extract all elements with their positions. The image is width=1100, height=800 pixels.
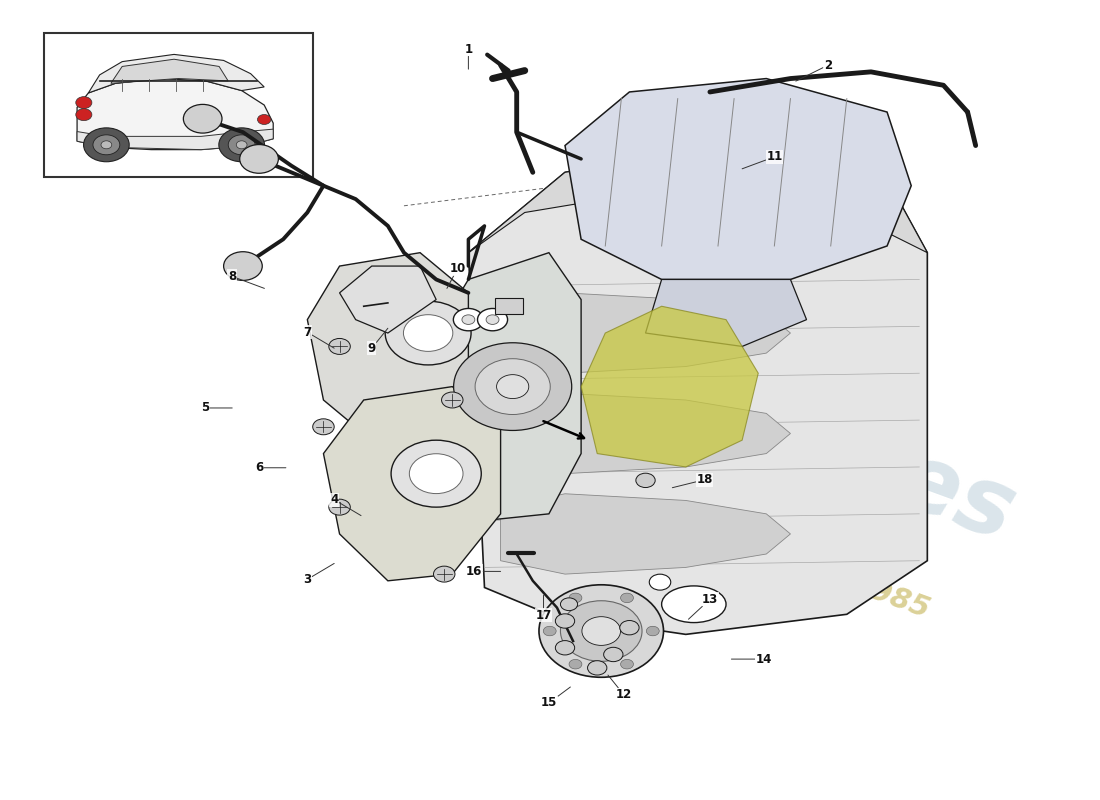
Polygon shape (500, 494, 791, 574)
Text: a passion for excellence 1985: a passion for excellence 1985 (465, 431, 933, 624)
Text: 18: 18 (672, 474, 713, 488)
Text: 4: 4 (330, 493, 361, 515)
Circle shape (462, 315, 475, 325)
Circle shape (620, 659, 634, 669)
Circle shape (569, 659, 582, 669)
Text: 15: 15 (541, 687, 571, 710)
Circle shape (223, 252, 262, 281)
Polygon shape (646, 279, 806, 346)
Text: 11: 11 (742, 150, 782, 169)
Circle shape (441, 392, 463, 408)
Polygon shape (565, 78, 911, 279)
Circle shape (556, 614, 574, 628)
Text: 14: 14 (732, 653, 772, 666)
Polygon shape (323, 386, 500, 581)
Polygon shape (340, 266, 437, 333)
Circle shape (453, 309, 483, 331)
Text: 7: 7 (304, 326, 334, 348)
Circle shape (543, 626, 557, 636)
Polygon shape (77, 129, 273, 150)
Text: 10: 10 (447, 262, 465, 288)
Circle shape (240, 145, 278, 174)
Circle shape (76, 97, 92, 109)
Polygon shape (469, 146, 927, 253)
Circle shape (409, 454, 463, 494)
Polygon shape (581, 306, 758, 467)
Ellipse shape (661, 586, 726, 622)
Text: 1: 1 (464, 42, 472, 69)
Circle shape (94, 135, 120, 154)
Circle shape (636, 473, 656, 487)
Circle shape (604, 647, 623, 662)
Bar (44, 34, 312, 177)
Polygon shape (500, 394, 791, 474)
Circle shape (560, 598, 578, 610)
Circle shape (587, 661, 607, 675)
Text: 9: 9 (367, 328, 388, 354)
Circle shape (329, 338, 350, 354)
Polygon shape (500, 293, 791, 374)
Circle shape (404, 314, 453, 351)
Circle shape (257, 114, 271, 125)
Polygon shape (428, 253, 581, 521)
Polygon shape (307, 253, 469, 440)
Text: eurospares: eurospares (434, 270, 1027, 562)
Polygon shape (77, 78, 273, 150)
Circle shape (76, 109, 92, 121)
Circle shape (496, 374, 529, 398)
Circle shape (475, 358, 550, 414)
Text: 13: 13 (689, 593, 718, 619)
Bar (495, 298, 522, 314)
Circle shape (560, 601, 642, 662)
Circle shape (569, 593, 582, 602)
Circle shape (329, 499, 350, 515)
Polygon shape (111, 59, 228, 83)
Polygon shape (88, 54, 264, 93)
Circle shape (619, 621, 639, 635)
Circle shape (228, 135, 255, 154)
Circle shape (620, 593, 634, 602)
Text: 2: 2 (795, 58, 832, 81)
Circle shape (392, 440, 482, 507)
Circle shape (433, 566, 455, 582)
Polygon shape (469, 146, 927, 634)
Circle shape (84, 128, 129, 162)
Circle shape (453, 342, 572, 430)
Text: 17: 17 (536, 595, 552, 622)
Circle shape (385, 301, 471, 365)
Text: 16: 16 (465, 565, 501, 578)
Circle shape (101, 141, 112, 149)
Circle shape (477, 309, 507, 331)
Circle shape (184, 104, 222, 133)
Text: 8: 8 (228, 270, 264, 288)
Circle shape (539, 585, 663, 678)
Circle shape (556, 641, 574, 655)
Circle shape (219, 128, 264, 162)
Circle shape (647, 626, 659, 636)
Circle shape (486, 315, 499, 325)
Text: 5: 5 (201, 402, 232, 414)
Text: 12: 12 (608, 675, 632, 702)
Circle shape (312, 419, 334, 434)
Text: 6: 6 (255, 462, 286, 474)
Circle shape (236, 141, 248, 149)
Circle shape (582, 617, 620, 646)
Text: 3: 3 (304, 563, 334, 586)
Circle shape (649, 574, 671, 590)
